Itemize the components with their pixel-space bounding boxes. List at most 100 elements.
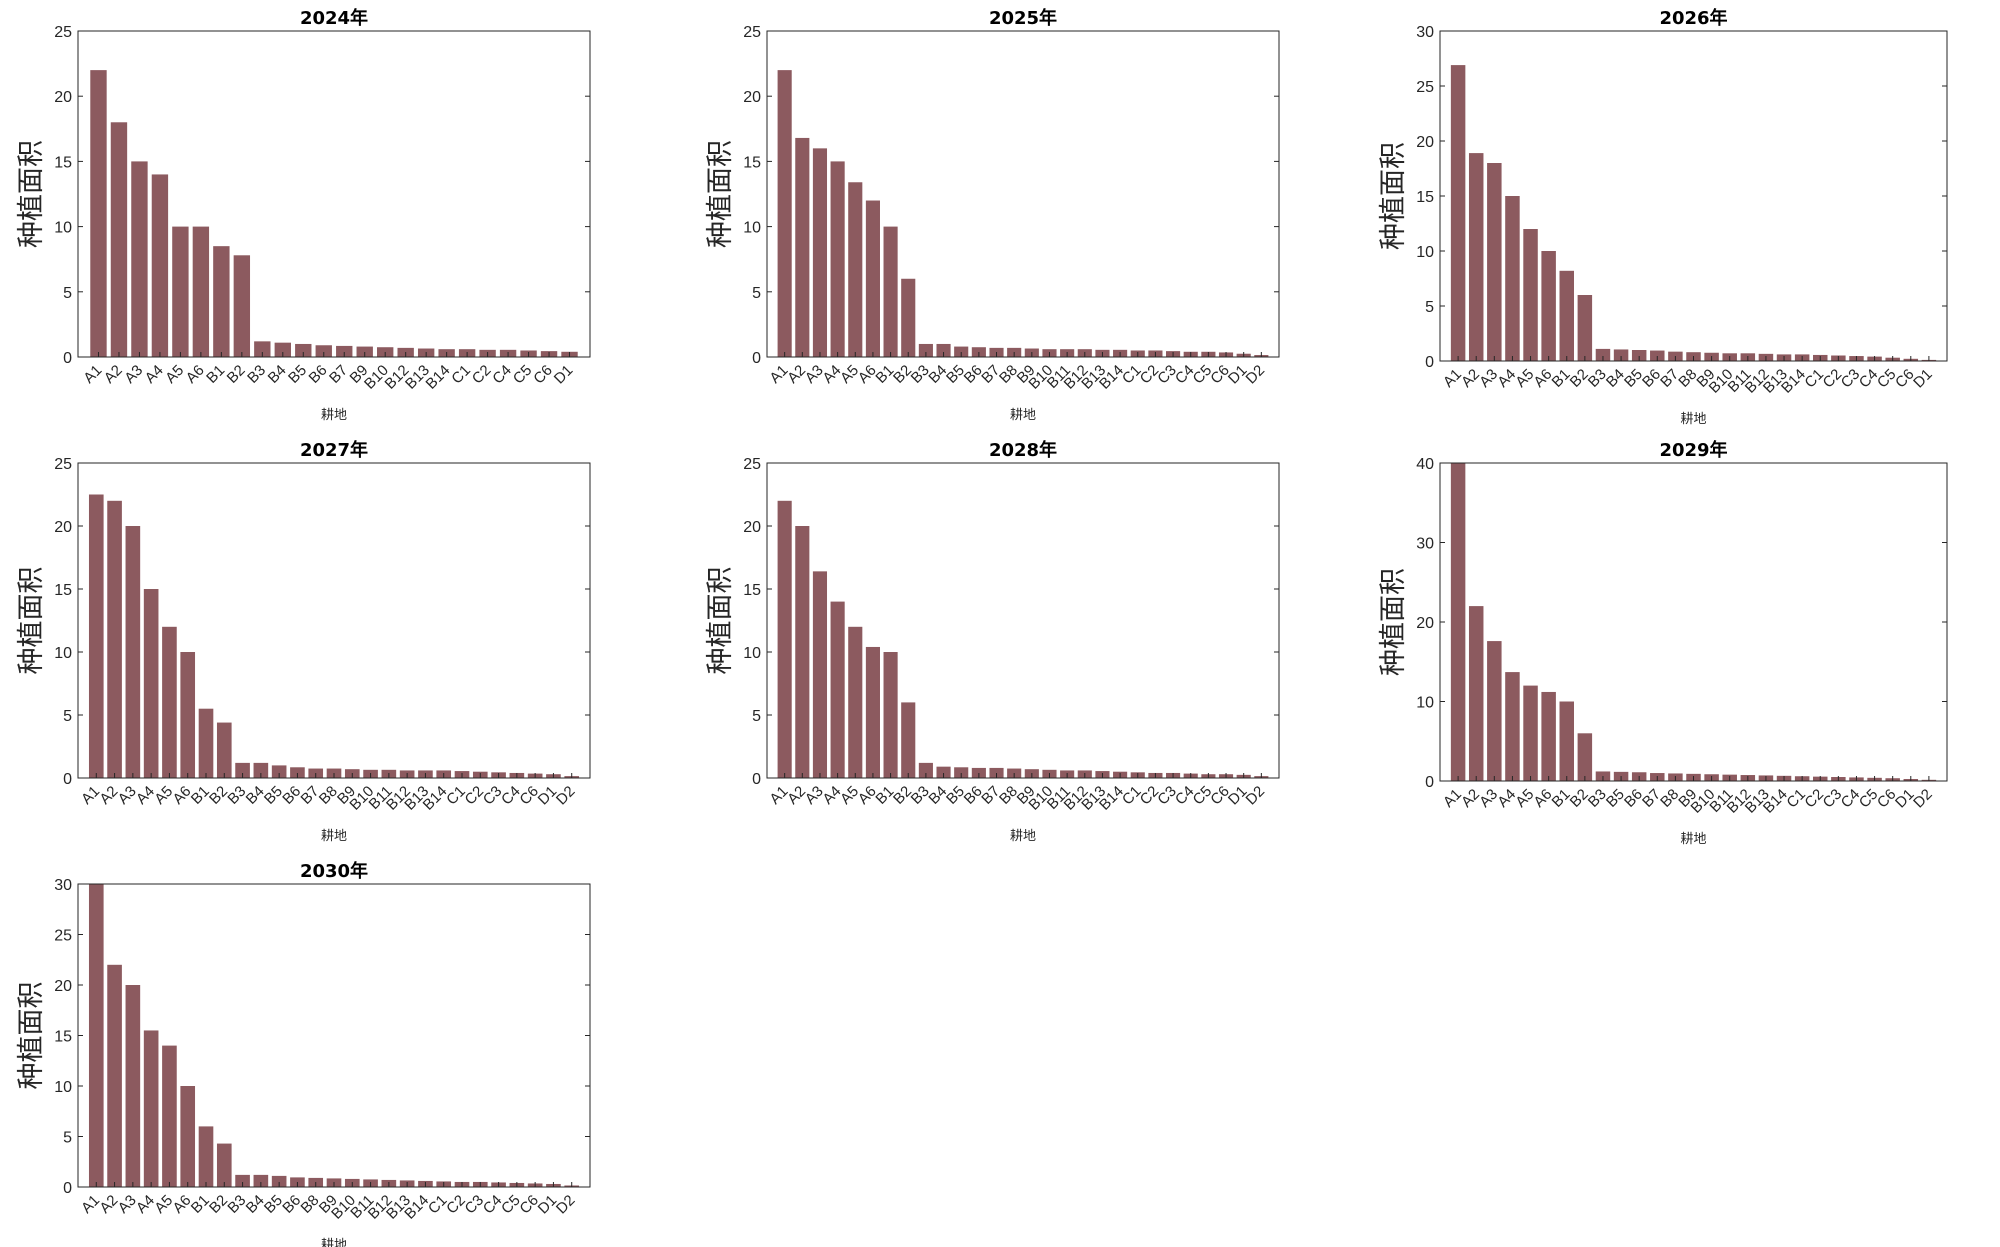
y-tick-label: 5 [1425, 299, 1434, 316]
chart-3: 051015202530A1A2A3A4A5A6B1B2B3B4B5B6B7B8… [1378, 7, 1948, 427]
chart-title: 2026年 [1659, 7, 1727, 29]
y-tick-label: 0 [1425, 774, 1434, 791]
x-tick-label-D2: D2 [1243, 362, 1269, 388]
bar-A2 [1468, 153, 1484, 361]
bar-A5 [848, 182, 863, 357]
x-axis-label: 耕地 [1680, 831, 1706, 847]
chart-title: 2029年 [1659, 439, 1727, 461]
x-axis-label: 耕地 [1010, 828, 1036, 844]
x-axis-label: 耕地 [321, 407, 347, 423]
bar-B1 [213, 246, 230, 357]
bar-A2 [1468, 606, 1484, 781]
y-axis-label: 种植面积 [16, 140, 47, 248]
y-tick-label: 25 [54, 24, 72, 41]
bar-B2 [1577, 295, 1593, 361]
bar-A4 [830, 601, 845, 778]
y-tick-label: 15 [743, 582, 761, 599]
y-tick-label: 15 [743, 154, 761, 171]
bar-A2 [107, 964, 122, 1187]
y-tick-label: 0 [63, 771, 72, 788]
bar-B2 [901, 702, 916, 778]
bar-A4 [1505, 196, 1520, 361]
bar-B2 [233, 255, 251, 357]
bar-B6 [1650, 350, 1665, 361]
chart-title: 2025年 [989, 7, 1057, 29]
bar-B4 [936, 343, 951, 357]
y-tick-label: 10 [743, 220, 761, 237]
bar-A1 [1450, 463, 1466, 781]
y-tick-label: 0 [63, 350, 72, 367]
y-tick-label: 10 [54, 220, 72, 237]
bar-A6 [180, 1086, 196, 1187]
bar-B1 [198, 1126, 214, 1187]
bar-B1 [883, 652, 898, 778]
y-axis-label: 种植面积 [1378, 142, 1409, 250]
y-tick-label: 20 [1416, 615, 1434, 632]
bar-A2 [795, 137, 810, 357]
y-axis-label: 种植面积 [705, 140, 736, 248]
y-tick-label: 5 [63, 1130, 72, 1147]
y-tick-label: 30 [54, 877, 72, 894]
bar-A3 [131, 161, 148, 357]
y-tick-label: 10 [743, 645, 761, 662]
x-tick-label-D2: D2 [1910, 786, 1936, 812]
bar-A2 [110, 122, 128, 357]
x-axis-label: 耕地 [321, 1237, 347, 1247]
bar-B4 [936, 766, 951, 778]
bar-A5 [162, 1045, 177, 1187]
bar-B7 [336, 345, 353, 357]
bar-A4 [143, 1030, 159, 1187]
y-tick-label: 20 [54, 978, 72, 995]
y-tick-label: 40 [1416, 456, 1434, 473]
bar-A3 [125, 985, 141, 1187]
x-tick-label-B14: B14 [423, 362, 454, 393]
x-axis-label: 耕地 [321, 828, 347, 844]
y-tick-label: 0 [752, 771, 761, 788]
y-tick-label: 20 [54, 89, 72, 106]
chart-2: 0510152025A1A2A3A4A5A6B1B2B3B4B5B6B7B8B9… [705, 7, 1280, 423]
bar-A5 [1523, 685, 1538, 781]
chart-1: 0510152025A1A2A3A4A5A6B1B2B3B4B5B6B7B9B1… [16, 7, 591, 423]
bar-A1 [777, 500, 792, 778]
bar-A3 [1487, 163, 1502, 361]
bar-A2 [107, 500, 122, 778]
bar-B6 [971, 767, 986, 778]
y-tick-label: 20 [54, 519, 72, 536]
x-tick-label-D2: D2 [553, 783, 579, 809]
y-tick-label: 15 [1416, 189, 1434, 206]
bar-A6 [1541, 251, 1556, 361]
chart-title: 2027年 [300, 439, 368, 461]
bar-B5 [295, 343, 312, 357]
plot-frame [766, 30, 1280, 358]
bar-B3 [918, 343, 933, 357]
y-tick-label: 25 [1416, 79, 1434, 96]
y-tick-label: 5 [63, 285, 72, 302]
bar-B5 [954, 767, 969, 778]
bar-A4 [143, 589, 159, 778]
chart-title: 2030年 [300, 860, 368, 882]
bar-B5 [271, 765, 287, 778]
bar-B5 [954, 346, 969, 357]
chart-title: 2024年 [300, 7, 368, 29]
x-tick-label-D1: D1 [1910, 366, 1936, 392]
bar-B4 [274, 342, 291, 357]
bar-A4 [1505, 672, 1520, 781]
bar-A1 [88, 494, 104, 778]
bar-B3 [235, 1174, 250, 1187]
bar-B9 [356, 346, 373, 357]
chart-6: 010203040A1A2A3A4A5A6B1B2B3B5B6B7B8B9B10… [1378, 439, 1948, 847]
bar-B3 [1595, 348, 1611, 361]
bar-A5 [848, 626, 863, 778]
bar-B2 [1577, 733, 1593, 781]
chart-7: 051015202530A1A2A3A4A5A6B1B2B3B4B5B6B8B9… [16, 860, 591, 1247]
bar-B1 [1559, 270, 1574, 361]
y-tick-label: 20 [743, 89, 761, 106]
bar-A5 [162, 626, 177, 778]
x-axis-label: 耕地 [1010, 407, 1036, 423]
plot-frame [766, 462, 1280, 779]
chart-4: 0510152025A1A2A3A4A5A6B1B2B3B4B5B6B7B8B9… [16, 439, 591, 844]
y-tick-label: 20 [1416, 134, 1434, 151]
y-tick-label: 25 [743, 24, 761, 41]
bar-B3 [918, 762, 933, 778]
y-tick-label: 25 [54, 928, 72, 945]
